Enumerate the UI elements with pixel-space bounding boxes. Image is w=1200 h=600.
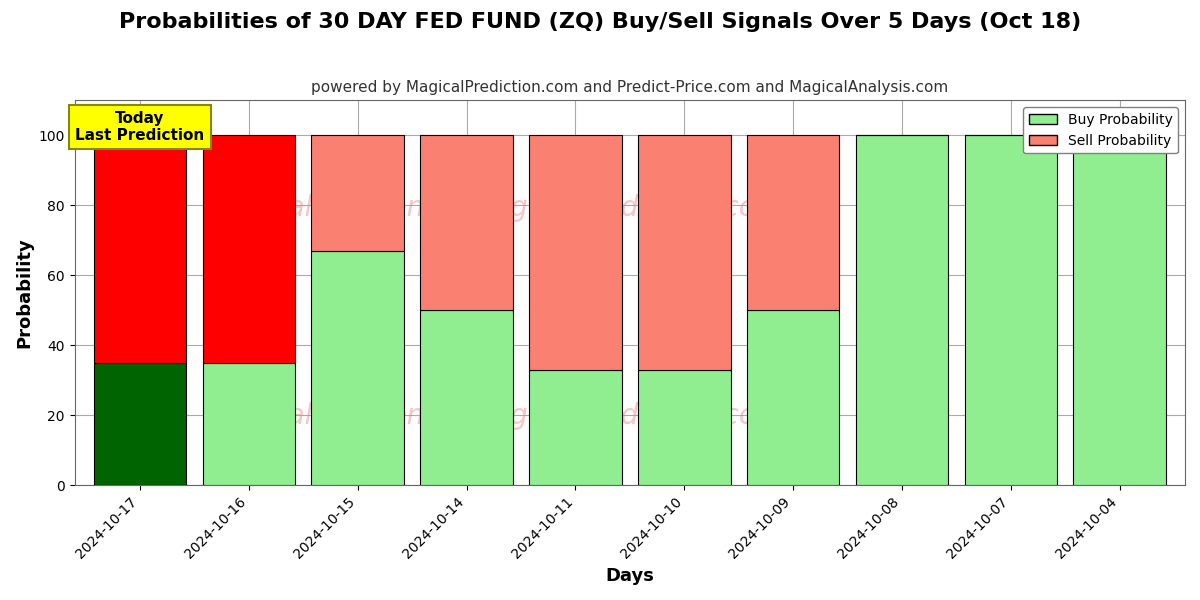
Bar	[638, 370, 731, 485]
Bar	[420, 136, 512, 310]
Bar	[638, 136, 731, 370]
Bar	[420, 310, 512, 485]
Bar	[965, 136, 1057, 485]
Bar	[856, 136, 948, 485]
Bar	[203, 136, 295, 363]
X-axis label: Days: Days	[605, 567, 654, 585]
Y-axis label: Probability: Probability	[16, 238, 34, 348]
Bar	[746, 136, 839, 310]
Bar	[1074, 136, 1166, 485]
Text: Today
Last Prediction: Today Last Prediction	[76, 111, 204, 143]
Bar	[529, 136, 622, 370]
Bar	[529, 370, 622, 485]
Bar	[203, 363, 295, 485]
Bar	[94, 363, 186, 485]
Bar	[94, 136, 186, 363]
Legend: Buy Probability, Sell Probability: Buy Probability, Sell Probability	[1024, 107, 1178, 154]
Bar	[746, 310, 839, 485]
Title: powered by MagicalPrediction.com and Predict-Price.com and MagicalAnalysis.com: powered by MagicalPrediction.com and Pre…	[311, 80, 948, 95]
Bar	[312, 136, 404, 251]
Text: calAnalysis.com    MagicalPrediction.com: calAnalysis.com MagicalPrediction.com	[211, 402, 782, 430]
Text: Probabilities of 30 DAY FED FUND (ZQ) Buy/Sell Signals Over 5 Days (Oct 18): Probabilities of 30 DAY FED FUND (ZQ) Bu…	[119, 12, 1081, 32]
Bar	[312, 251, 404, 485]
Text: calAnalysis.com    MagicalPrediction.com: calAnalysis.com MagicalPrediction.com	[211, 194, 782, 222]
